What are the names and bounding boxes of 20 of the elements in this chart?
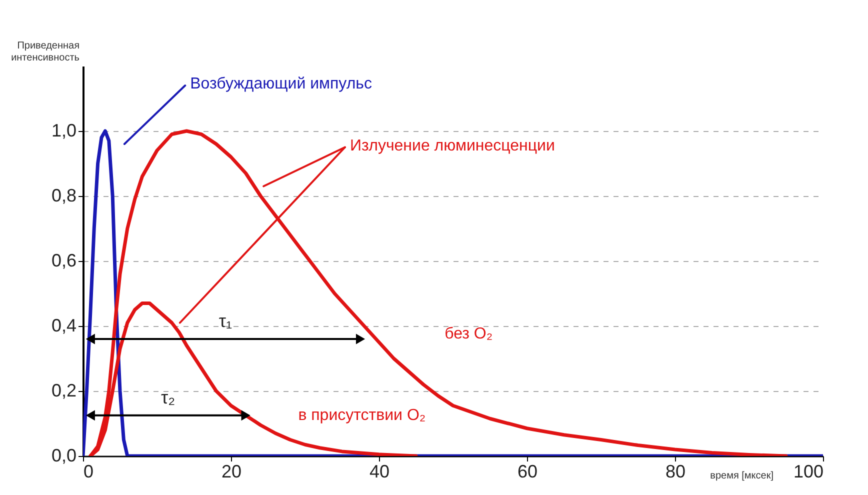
- y-tick-label: 1,0: [51, 120, 76, 140]
- text: без O₂: [444, 326, 493, 342]
- annotation: τ₁: [218, 311, 232, 331]
- series-label: в присутствии O₂: [298, 407, 426, 424]
- y-tick-label: 0,8: [51, 186, 76, 206]
- y-tick-label: 0,4: [51, 316, 76, 336]
- annotation: Излучение люминесценции: [350, 137, 555, 154]
- x-tick-label: 0: [84, 462, 94, 482]
- y-tick-label: 0,6: [51, 250, 76, 270]
- y-tick-label: 0,2: [51, 380, 76, 400]
- annotation: τ₂: [161, 387, 176, 408]
- x-tick-label: 40: [369, 462, 390, 482]
- annotation: Возбуждающий импульс: [190, 76, 372, 92]
- y-tick-label: 0,0: [51, 446, 76, 466]
- x-tick-label: 80: [665, 462, 686, 482]
- x-axis-title: время [мксек]: [710, 470, 774, 482]
- x-tick-label: 60: [517, 462, 538, 482]
- y-axis-title: Приведенная интенсивность: [11, 40, 80, 64]
- x-tick-label: 100: [793, 462, 824, 482]
- x-tick-label: 20: [221, 462, 242, 482]
